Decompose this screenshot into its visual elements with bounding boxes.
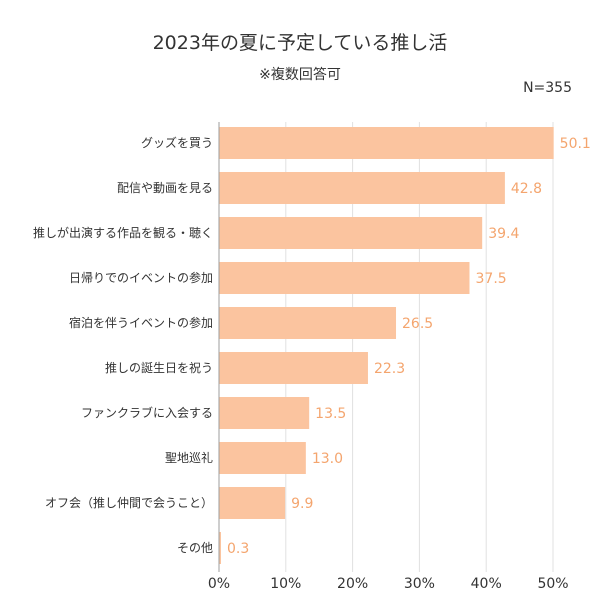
value-labels: 50.1 42.8 39.4 37.5 26.5 22.3 13.5 13.0 9.9 0.3	[227, 136, 591, 557]
bar	[219, 307, 397, 339]
category-label: 日帰りでのイベントの参加	[69, 270, 213, 285]
bar	[219, 487, 286, 519]
category-label: 推しの誕生日を祝う	[105, 361, 213, 375]
bar	[219, 127, 554, 159]
category-label: グッズを買う	[141, 135, 213, 150]
data-label: 13.0	[312, 451, 343, 467]
data-label: 26.5	[402, 316, 433, 332]
x-tick-label: 20%	[337, 576, 368, 592]
bar	[219, 532, 222, 564]
bar	[219, 352, 368, 384]
data-label: 50.1	[560, 136, 591, 152]
data-label: 9.9	[291, 496, 313, 512]
data-label: 13.5	[315, 406, 346, 422]
bar	[219, 262, 470, 294]
x-tick-label: 50%	[537, 576, 568, 592]
x-tick-label: 30%	[404, 576, 435, 592]
category-label: 配信や動画を見る	[117, 181, 213, 195]
chart-subtitle: ※複数回答可	[259, 67, 341, 83]
category-label: その他	[177, 541, 213, 555]
bar	[219, 217, 483, 249]
data-label: 39.4	[488, 226, 519, 242]
x-tick-labels: 0% 10% 20% 30% 40% 50%	[208, 576, 569, 592]
x-tick-label: 10%	[270, 576, 301, 592]
category-label: 聖地巡礼	[165, 450, 213, 465]
category-label: オフ会（推し仲間で会うこと）	[45, 496, 213, 510]
data-label: 22.3	[374, 361, 405, 377]
data-label: 42.8	[511, 181, 542, 197]
bar	[219, 442, 306, 474]
bars	[219, 127, 554, 564]
x-tick-label: 40%	[471, 576, 502, 592]
x-tick-label: 0%	[208, 576, 230, 592]
bar	[219, 172, 505, 204]
category-label: 宿泊を伴うイベントの参加	[69, 315, 213, 330]
chart-title: 2023年の夏に予定している推し活	[152, 32, 448, 54]
data-label: 37.5	[476, 271, 507, 287]
category-label: ファンクラブに入会する	[81, 405, 213, 420]
category-labels: グッズを買う配信や動画を見る推しが出演する作品を観る・聴く日帰りでのイベントの参…	[33, 135, 213, 555]
category-label: 推しが出演する作品を観る・聴く	[33, 225, 213, 240]
sample-size-note: N=355	[523, 80, 572, 96]
data-label: 0.3	[227, 541, 249, 557]
bar	[219, 397, 310, 429]
